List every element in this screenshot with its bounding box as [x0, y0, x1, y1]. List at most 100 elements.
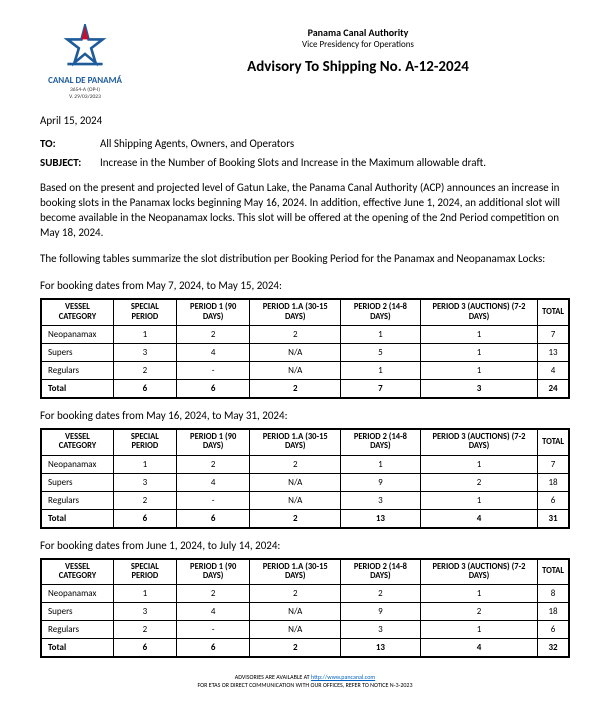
table-cell: 1: [420, 491, 537, 509]
table-cell: 2: [250, 585, 341, 603]
table-cell: 2: [250, 380, 341, 399]
table-cell: N/A: [250, 473, 341, 491]
logo-text: CANAL DE PANAMÁ: [40, 75, 130, 86]
table-header-cell: VESSEL CATEGORY: [41, 559, 113, 585]
table-cell: 1: [420, 621, 537, 639]
table-cell: 18: [538, 473, 569, 491]
table-cell: 18: [538, 603, 569, 621]
table-header-cell: PERIOD 3 (AUCTIONS) (7-2 DAYS): [420, 559, 537, 585]
table-cell: Total: [41, 509, 113, 528]
star-logo-icon: [63, 24, 107, 68]
paragraph-2: The following tables summarize the slot …: [40, 252, 570, 267]
table-header-cell: PERIOD 1.A (30-15 DAYS): [250, 429, 341, 455]
table-cell: 6: [113, 380, 176, 399]
table-cell: 1: [420, 344, 537, 362]
table-caption: For booking dates from June 1, 2024, to …: [40, 539, 570, 552]
table-cell: 1: [420, 455, 537, 473]
table-row: Supers34N/A5113: [41, 344, 569, 362]
table-cell: 3: [420, 380, 537, 399]
table-cell: 1: [340, 362, 420, 380]
table-cell: Total: [41, 639, 113, 658]
table-cell: 4: [176, 344, 250, 362]
table-row: Neopanamax122117: [41, 455, 569, 473]
document-page: CANAL DE PANAMÁ 3654-A (OP-I) V. 29/03/2…: [0, 0, 610, 706]
slot-distribution-table: VESSEL CATEGORYSPECIAL PERIODPERIOD 1 (9…: [40, 428, 570, 529]
footer-link[interactable]: http://www.pancanal.com: [311, 673, 375, 681]
table-cell: 31: [538, 509, 569, 528]
table-cell: Supers: [41, 603, 113, 621]
subject-value: Increase in the Number of Booking Slots …: [100, 156, 486, 169]
table-cell: 1: [420, 362, 537, 380]
table-cell: 2: [176, 326, 250, 344]
table-cell: 2: [113, 491, 176, 509]
table-cell: 13: [340, 509, 420, 528]
slot-distribution-table: VESSEL CATEGORYSPECIAL PERIODPERIOD 1 (9…: [40, 298, 570, 399]
table-cell: 2: [176, 455, 250, 473]
table-cell: 9: [340, 473, 420, 491]
table-header-cell: PERIOD 1 (90 DAYS): [176, 299, 250, 325]
table-cell: 3: [340, 621, 420, 639]
table-cell: 6: [176, 380, 250, 399]
table-cell: -: [176, 491, 250, 509]
table-cell: 2: [250, 326, 341, 344]
table-cell: 2: [113, 621, 176, 639]
table-cell: 4: [176, 603, 250, 621]
table-cell: 7: [538, 455, 569, 473]
table-cell: 6: [176, 509, 250, 528]
table-header-cell: SPECIAL PERIOD: [113, 299, 176, 325]
table-header-cell: TOTAL: [538, 429, 569, 455]
to-line: TO: All Shipping Agents, Owners, and Ope…: [40, 137, 570, 150]
table-row: Total66213431: [41, 509, 569, 528]
table-cell: Neopanamax: [41, 585, 113, 603]
table-row: Supers34N/A9218: [41, 473, 569, 491]
table-cell: 1: [420, 326, 537, 344]
table-header-cell: TOTAL: [538, 559, 569, 585]
table-cell: 7: [340, 380, 420, 399]
table-cell: 8: [538, 585, 569, 603]
table-cell: 3: [340, 491, 420, 509]
vp-name: Vice Presidency for Operations: [146, 39, 570, 50]
table-cell: 6: [538, 491, 569, 509]
table-cell: Regulars: [41, 491, 113, 509]
advisory-title: Advisory To Shipping No. A-12-2024: [146, 58, 570, 76]
table-header-cell: PERIOD 2 (14-8 DAYS): [340, 559, 420, 585]
table-cell: N/A: [250, 621, 341, 639]
table-cell: -: [176, 362, 250, 380]
table-cell: 1: [420, 585, 537, 603]
table-cell: 6: [538, 621, 569, 639]
subject-label: SUBJECT:: [40, 156, 100, 169]
table-cell: 4: [420, 639, 537, 658]
table-header-cell: PERIOD 3 (AUCTIONS) (7-2 DAYS): [420, 429, 537, 455]
table-cell: 2: [250, 509, 341, 528]
table-cell: 4: [176, 473, 250, 491]
subject-line: SUBJECT: Increase in the Number of Booki…: [40, 156, 570, 169]
table-cell: 9: [340, 603, 420, 621]
logo-ref-1: 3654-A (OP-I): [40, 87, 130, 93]
table-cell: 1: [113, 585, 176, 603]
table-header-cell: VESSEL CATEGORY: [41, 429, 113, 455]
table-cell: Regulars: [41, 362, 113, 380]
table-cell: Total: [41, 380, 113, 399]
table-header-cell: SPECIAL PERIOD: [113, 429, 176, 455]
table-cell: 6: [176, 639, 250, 658]
table-cell: 2: [420, 473, 537, 491]
table-cell: 3: [113, 473, 176, 491]
table-cell: -: [176, 621, 250, 639]
table-cell: 1: [113, 326, 176, 344]
table-cell: Neopanamax: [41, 326, 113, 344]
paragraph-1: Based on the present and projected level…: [40, 181, 570, 240]
to-value: All Shipping Agents, Owners, and Operato…: [100, 137, 294, 150]
table-header-cell: PERIOD 2 (14-8 DAYS): [340, 429, 420, 455]
table-cell: 3: [113, 344, 176, 362]
to-label: TO:: [40, 137, 100, 150]
table-cell: 2: [250, 455, 341, 473]
document-date: April 15, 2024: [40, 114, 570, 127]
table-cell: 7: [538, 326, 569, 344]
table-cell: 4: [420, 509, 537, 528]
table-cell: N/A: [250, 344, 341, 362]
table-row: Neopanamax122117: [41, 326, 569, 344]
slot-distribution-table: VESSEL CATEGORYSPECIAL PERIODPERIOD 1 (9…: [40, 558, 570, 659]
table-cell: 2: [340, 585, 420, 603]
table-header-cell: PERIOD 1 (90 DAYS): [176, 429, 250, 455]
table-caption: For booking dates from May 16, 2024, to …: [40, 409, 570, 422]
